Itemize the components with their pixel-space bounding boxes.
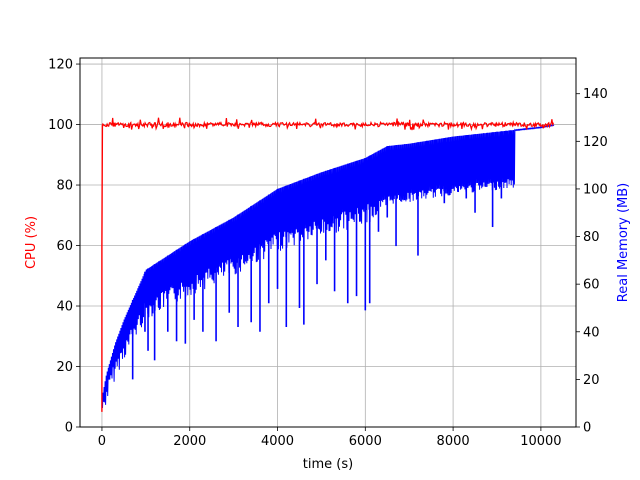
x-tick-label: 8000	[437, 434, 470, 449]
x-axis-label: time (s)	[303, 457, 353, 472]
cpu-rise-line	[101, 124, 104, 412]
axis-ticks: 0 2000 4000 6000 8000 10000 0 20 40 60 80 100 120 0 20…	[48, 58, 608, 449]
x-tick-label: 6000	[349, 434, 382, 449]
x-tick-label: 10000	[520, 434, 561, 449]
cpu-series-line	[101, 117, 555, 132]
data-series	[101, 117, 555, 412]
y-left-tick-label: 120	[48, 58, 73, 73]
y-right-tick-label: 140	[583, 87, 608, 102]
y-axis-right-label: Real Memory (MB)	[616, 183, 631, 302]
y-left-tick-label: 0	[65, 421, 73, 436]
y-right-tick-label: 40	[583, 325, 600, 340]
x-tick-label: 2000	[173, 434, 206, 449]
y-right-tick-label: 60	[583, 278, 600, 293]
y-left-tick-label: 20	[56, 360, 73, 375]
y-right-tick-label: 120	[583, 135, 608, 150]
plot-frame	[79, 57, 577, 428]
y-right-tick-label: 0	[583, 421, 591, 436]
y-left-tick-label: 80	[56, 179, 73, 194]
y-right-tick-label: 20	[583, 373, 600, 388]
y-right-tick-label: 100	[583, 182, 608, 197]
x-tick-label: 4000	[261, 434, 294, 449]
y-left-tick-label: 60	[56, 239, 73, 254]
y-right-tick-label: 80	[583, 230, 600, 245]
y-left-tick-label: 40	[56, 300, 73, 315]
x-tick-label: 0	[98, 434, 106, 449]
y-left-tick-label: 100	[48, 118, 73, 133]
y-axis-left-label: CPU (%)	[24, 216, 39, 269]
